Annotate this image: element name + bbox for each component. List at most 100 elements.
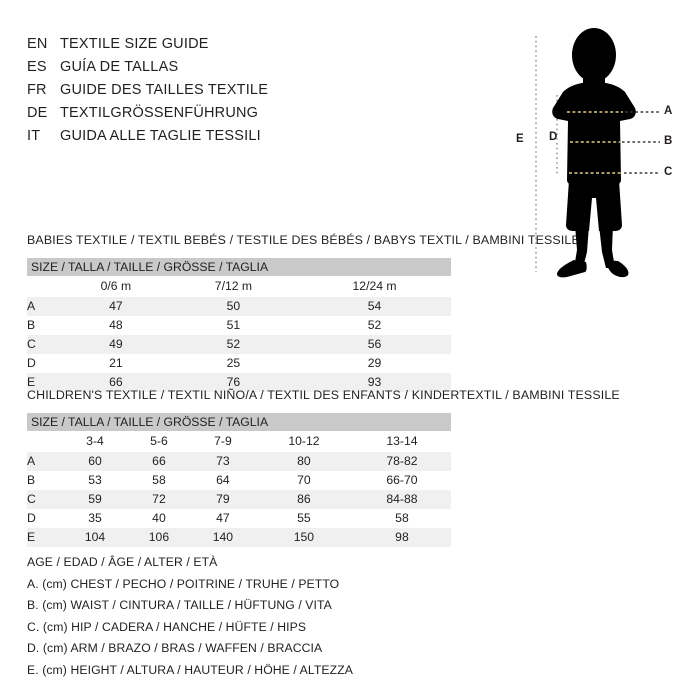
table-row: C 59 72 79 86 84-88 (27, 490, 451, 509)
legend-line-arm: D. (cm) ARM / BRAZO / BRAS / WAFFEN / BR… (27, 641, 323, 655)
babies-row-label-d: D (27, 354, 63, 373)
children-cell-b-0: 53 (63, 471, 127, 490)
language-row-fr: FR GUIDE DES TAILLES TEXTILE (27, 82, 487, 105)
language-code-en: EN (27, 36, 48, 52)
children-column-header-1: 5-6 (126, 431, 191, 452)
babies-corner-cell (27, 276, 63, 297)
children-cell-d-2: 47 (190, 509, 255, 528)
children-cell-d-1: 40 (126, 509, 191, 528)
children-size-header-label: SIZE / TALLA / TAILLE / GRÖSSE / TAGLIA (27, 413, 451, 431)
children-cell-b-2: 64 (190, 471, 255, 490)
legend-line-hip: C. (cm) HIP / CADERA / HANCHE / HÜFTE / … (27, 619, 307, 634)
children-size-table: SIZE / TALLA / TAILLE / GRÖSSE / TAGLIA … (27, 413, 451, 547)
table-row: D 35 40 47 55 58 (27, 509, 451, 528)
babies-size-table: SIZE / TALLA / TAILLE / GRÖSSE / TAGLIA … (27, 258, 451, 392)
babies-row-label-e: E (27, 373, 63, 392)
children-cell-d-4: 58 (352, 509, 451, 528)
children-cell-d-3: 55 (254, 509, 353, 528)
babies-row-label-b: B (27, 316, 63, 335)
table-row: A 47 50 54 (27, 297, 451, 316)
language-row-es: ES GUÍA DE TALLAS (27, 59, 487, 82)
babies-cell-d-1: 25 (168, 354, 299, 373)
measure-label-c: C (664, 166, 673, 178)
children-cell-e-2: 140 (190, 528, 255, 547)
language-text-de: TEXTILGRÖSSENFÜHRUNG (60, 105, 259, 121)
babies-row-label-c: C (27, 335, 63, 354)
babies-size-header-label: SIZE / TALLA / TAILLE / GRÖSSE / TAGLIA (27, 258, 451, 276)
legend-line-height: E. (cm) HEIGHT / ALTURA / HAUTEUR / HÖHE… (27, 662, 353, 677)
legend-line-waist: B. (cm) WAIST / CINTURA / TAILLE / HÜFTU… (27, 598, 332, 612)
children-cell-d-0: 35 (63, 509, 127, 528)
legend-line-age: AGE / EDAD / ÂGE / ALTER / ETÀ (27, 555, 218, 569)
children-column-header-0: 3-4 (63, 431, 127, 452)
table-row: A 60 66 73 80 78-82 (27, 452, 451, 471)
children-row-label-a: A (27, 452, 63, 471)
table-row: E 66 76 93 (27, 373, 451, 392)
babies-cell-b-1: 51 (168, 316, 299, 335)
language-code-it: IT (27, 128, 41, 144)
babies-cell-a-0: 47 (63, 297, 169, 316)
measure-label-e: E (516, 133, 524, 145)
babies-cell-c-0: 49 (63, 335, 169, 354)
measure-label-b: B (664, 135, 673, 147)
children-cell-a-1: 66 (126, 452, 191, 471)
children-cell-b-1: 58 (126, 471, 191, 490)
legend-line-chest: A. (cm) CHEST / PECHO / POITRINE / TRUHE… (27, 576, 340, 591)
children-cell-e-0: 104 (63, 528, 127, 547)
children-cell-a-2: 73 (190, 452, 255, 471)
measurement-figure (495, 20, 700, 290)
children-column-header-4: 13-14 (352, 431, 451, 452)
babies-cell-a-2: 54 (298, 297, 451, 316)
babies-cell-c-1: 52 (168, 335, 299, 354)
children-cell-a-4: 78-82 (352, 452, 451, 471)
language-text-es: GUÍA DE TALLAS (60, 59, 179, 75)
language-row-de: DE TEXTILGRÖSSENFÜHRUNG (27, 105, 487, 128)
babies-column-header-row: 0/6 m 7/12 m 12/24 m (27, 276, 451, 297)
language-code-de: DE (27, 105, 48, 121)
measure-label-a: A (664, 105, 673, 117)
babies-column-header-2: 12/24 m (298, 276, 451, 297)
language-code-es: ES (27, 59, 47, 75)
children-cell-b-3: 70 (254, 471, 353, 490)
babies-column-header-0: 0/6 m (63, 276, 169, 297)
language-row-en: EN TEXTILE SIZE GUIDE (27, 36, 487, 59)
babies-cell-a-1: 50 (168, 297, 299, 316)
child-silhouette-body (552, 28, 636, 278)
children-cell-b-4: 66-70 (352, 471, 451, 490)
babies-column-header-1: 7/12 m (168, 276, 299, 297)
babies-row-label-a: A (27, 297, 63, 316)
babies-cell-b-2: 52 (298, 316, 451, 335)
children-cell-c-1: 72 (126, 490, 191, 509)
children-cell-e-3: 150 (254, 528, 353, 547)
children-row-label-d: D (27, 509, 63, 528)
babies-section-title: BABIES TEXTILE / TEXTIL BEBÉS / TESTILE … (27, 233, 580, 247)
children-corner-cell (27, 431, 63, 452)
babies-size-header-row: SIZE / TALLA / TAILLE / GRÖSSE / TAGLIA (27, 258, 451, 276)
children-cell-e-1: 106 (126, 528, 191, 547)
children-column-header-2: 7-9 (190, 431, 255, 452)
babies-cell-e-1: 76 (168, 373, 299, 392)
children-cell-c-0: 59 (63, 490, 127, 509)
children-cell-c-4: 84-88 (352, 490, 451, 509)
language-text-en: TEXTILE SIZE GUIDE (60, 36, 209, 52)
language-row-it: IT GUIDA ALLE TAGLIE TESSILI (27, 128, 487, 151)
children-cell-a-3: 80 (254, 452, 353, 471)
babies-cell-d-2: 29 (298, 354, 451, 373)
table-row: D 21 25 29 (27, 354, 451, 373)
children-cell-c-2: 79 (190, 490, 255, 509)
child-silhouette-diagram (535, 28, 660, 278)
babies-cell-e-2: 93 (298, 373, 451, 392)
children-size-header-row: SIZE / TALLA / TAILLE / GRÖSSE / TAGLIA (27, 413, 451, 431)
language-header-block: EN TEXTILE SIZE GUIDE ES GUÍA DE TALLAS … (27, 36, 487, 151)
language-text-fr: GUIDE DES TAILLES TEXTILE (60, 82, 269, 98)
measure-label-d: D (549, 131, 558, 143)
children-section-title: CHILDREN'S TEXTILE / TEXTIL NIÑO/A / TEX… (27, 388, 620, 402)
babies-cell-b-0: 48 (63, 316, 169, 335)
children-cell-c-3: 86 (254, 490, 353, 509)
children-row-label-e: E (27, 528, 63, 547)
children-column-header-row: 3-4 5-6 7-9 10-12 13-14 (27, 431, 451, 452)
table-row: C 49 52 56 (27, 335, 451, 354)
children-column-header-3: 10-12 (254, 431, 353, 452)
babies-cell-d-0: 21 (63, 354, 169, 373)
children-cell-e-4: 98 (352, 528, 451, 547)
